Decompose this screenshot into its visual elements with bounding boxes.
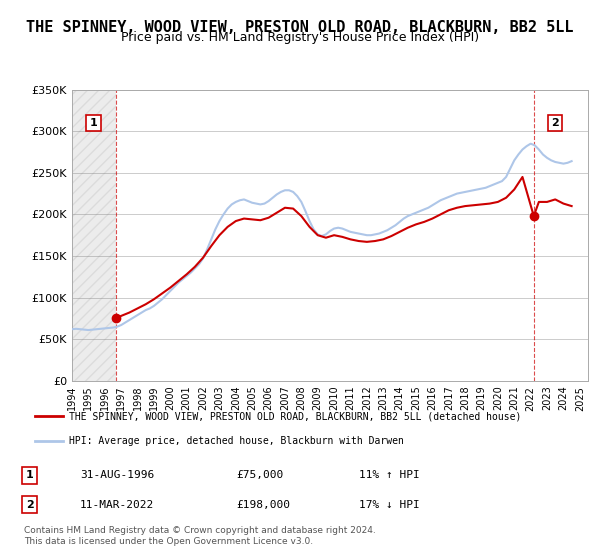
Text: Price paid vs. HM Land Registry's House Price Index (HPI): Price paid vs. HM Land Registry's House … <box>121 31 479 44</box>
Text: 2: 2 <box>26 500 34 510</box>
Text: HPI: Average price, detached house, Blackburn with Darwen: HPI: Average price, detached house, Blac… <box>68 436 404 446</box>
Text: 17% ↓ HPI: 17% ↓ HPI <box>359 500 419 510</box>
Text: 11% ↑ HPI: 11% ↑ HPI <box>359 470 419 480</box>
Bar <box>72 90 116 381</box>
Text: THE SPINNEY, WOOD VIEW, PRESTON OLD ROAD, BLACKBURN, BB2 5LL (detached house): THE SPINNEY, WOOD VIEW, PRESTON OLD ROAD… <box>68 411 521 421</box>
Text: £198,000: £198,000 <box>236 500 290 510</box>
Text: 31-AUG-1996: 31-AUG-1996 <box>80 470 154 480</box>
Text: Contains HM Land Registry data © Crown copyright and database right 2024.
This d: Contains HM Land Registry data © Crown c… <box>24 526 376 546</box>
Text: 1: 1 <box>26 470 34 480</box>
Text: £75,000: £75,000 <box>236 470 283 480</box>
Text: 1: 1 <box>89 118 97 128</box>
Text: 11-MAR-2022: 11-MAR-2022 <box>80 500 154 510</box>
Text: 2: 2 <box>551 118 559 128</box>
Text: THE SPINNEY, WOOD VIEW, PRESTON OLD ROAD, BLACKBURN, BB2 5LL: THE SPINNEY, WOOD VIEW, PRESTON OLD ROAD… <box>26 20 574 35</box>
